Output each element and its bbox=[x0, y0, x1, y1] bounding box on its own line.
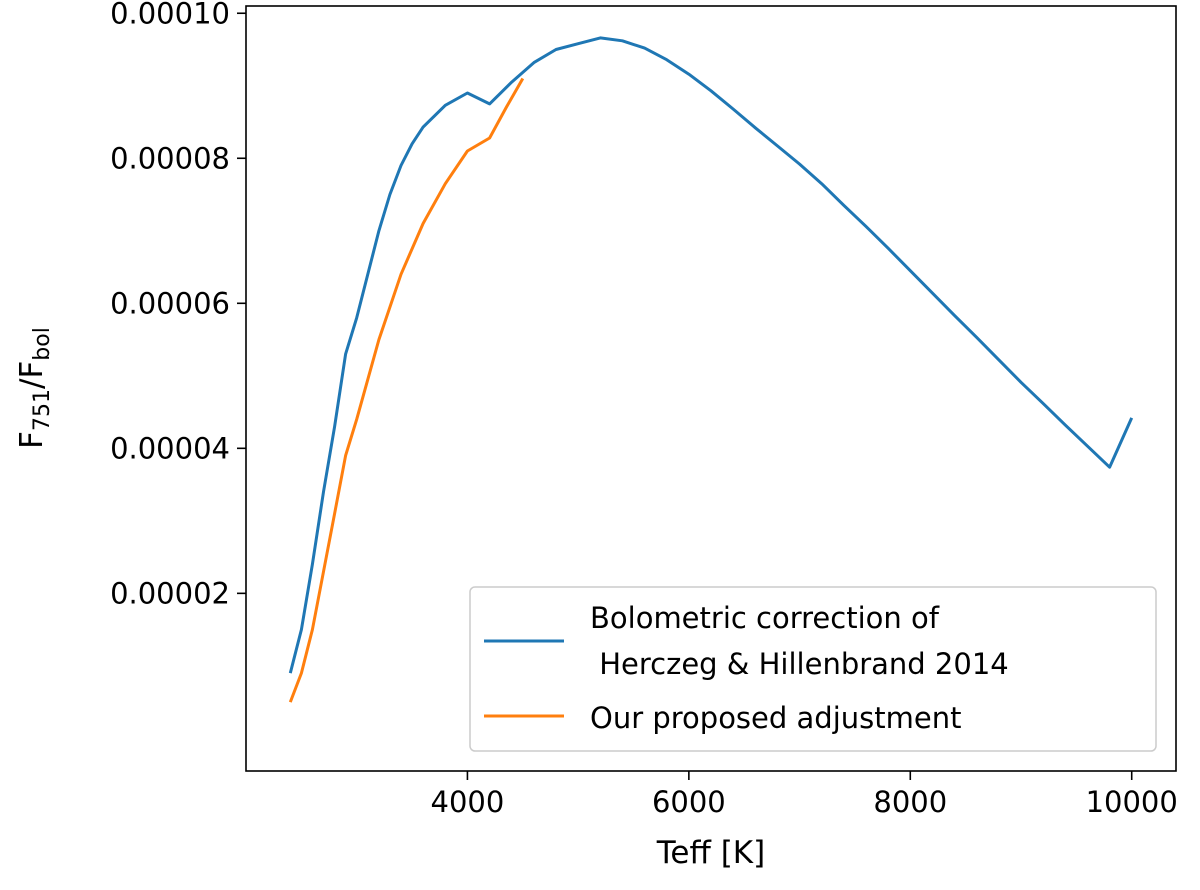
x-tick-label: 6000 bbox=[652, 785, 726, 819]
y-axis-label-sub1: 751 bbox=[30, 389, 55, 431]
x-tick-label: 10000 bbox=[1086, 785, 1178, 819]
legend-entry-bolometric-line2: Herczeg & Hillenbrand 2014 bbox=[590, 647, 1009, 681]
legend-box bbox=[469, 586, 1157, 752]
y-tick-label: 0.00004 bbox=[110, 431, 230, 465]
legend-entry-bolometric-line1: Bolometric correction of bbox=[590, 601, 940, 635]
legend: Bolometric correction of Herczeg & Hille… bbox=[469, 586, 1157, 752]
y-tick-label: 0.00006 bbox=[110, 286, 230, 320]
y-axis-label-sub2: bol bbox=[30, 327, 55, 361]
y-axis-label: F751/Fbol bbox=[14, 327, 55, 449]
x-tick-label: 4000 bbox=[431, 785, 505, 819]
series-line-adjustment bbox=[288, 77, 525, 703]
y-tick-label: 0.00002 bbox=[110, 576, 230, 610]
x-tick-label: 8000 bbox=[873, 785, 947, 819]
plot-frame bbox=[245, 5, 1177, 772]
y-axis-label-sep: /F bbox=[14, 361, 50, 389]
y-axis: 0.00002 0.00004 0.00006 0.00008 0.00010 bbox=[110, 0, 246, 610]
y-tick-label: 0.00010 bbox=[110, 0, 230, 30]
series-line-bolometric bbox=[288, 36, 1134, 674]
y-tick-label: 0.00008 bbox=[110, 141, 230, 175]
y-axis-label-main: F bbox=[14, 431, 50, 449]
x-axis: 4000 6000 8000 10000 bbox=[431, 771, 1178, 819]
legend-entry-adjustment: Our proposed adjustment bbox=[590, 701, 961, 735]
plot-lines bbox=[288, 36, 1134, 703]
x-axis-label: Teff [K] bbox=[656, 835, 765, 871]
